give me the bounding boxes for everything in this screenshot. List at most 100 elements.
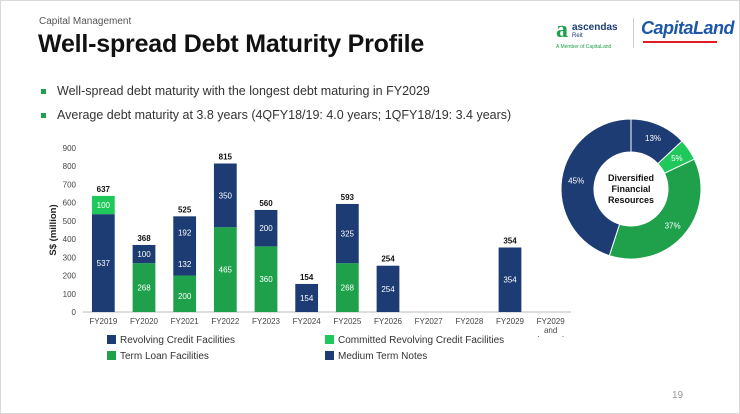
donut-center-label: Financial bbox=[611, 184, 650, 194]
bar-segment bbox=[254, 209, 278, 247]
x-tick-label: FY2028 bbox=[455, 317, 484, 326]
bullet-list: Well-spread debt maturity with the longe… bbox=[41, 81, 561, 129]
bar-segment bbox=[173, 275, 197, 312]
bar-total-label: 154 bbox=[300, 273, 314, 282]
y-tick-label: 0 bbox=[72, 308, 77, 317]
donut-center-label: Resources bbox=[608, 195, 654, 205]
donut-slice-label: 45% bbox=[568, 176, 584, 185]
legend-label: Revolving Credit Facilities bbox=[120, 335, 236, 346]
y-tick-label: 800 bbox=[63, 162, 77, 171]
legend-item-revolving: Revolving Credit Facilities bbox=[107, 335, 235, 346]
capitaland-logo: CapitaLand bbox=[641, 18, 735, 38]
section-subtitle: Capital Management bbox=[39, 16, 132, 27]
donut-slice-label: 5% bbox=[671, 154, 683, 163]
segment-label: 200 bbox=[259, 224, 273, 233]
legend-item-committed-revolving: Committed Revolving Credit Facilities bbox=[325, 335, 504, 346]
x-tick-label: FY2019 bbox=[89, 317, 118, 326]
donut-slice-label: 13% bbox=[645, 134, 661, 143]
bar-segment bbox=[132, 244, 156, 264]
segment-label: 360 bbox=[259, 275, 273, 284]
legend-label: Medium Term Notes bbox=[338, 351, 428, 362]
bullet-text: Well-spread debt maturity with the longe… bbox=[57, 84, 430, 98]
capitaland-underline bbox=[643, 41, 717, 43]
x-tick-label: FY2023 bbox=[252, 317, 281, 326]
y-tick-label: 700 bbox=[63, 180, 77, 189]
segment-label: 154 bbox=[300, 294, 314, 303]
x-tick-label: FY2027 bbox=[415, 317, 444, 326]
bullet-marker-icon bbox=[41, 89, 46, 94]
x-tick-label: FY2020 bbox=[130, 317, 159, 326]
bar-total-label: 593 bbox=[341, 193, 355, 202]
ascendas-name: ascendas bbox=[572, 22, 618, 33]
bullet-item: Well-spread debt maturity with the longe… bbox=[41, 81, 561, 102]
segment-label: 465 bbox=[219, 266, 233, 275]
legend-swatch bbox=[107, 335, 116, 344]
bar-total-label: 560 bbox=[259, 199, 273, 208]
bar-total-label: 354 bbox=[503, 236, 517, 245]
bar-segment bbox=[254, 246, 278, 312]
legend-swatch bbox=[325, 335, 334, 344]
page-number: 19 bbox=[672, 390, 684, 401]
bar-segment bbox=[213, 227, 237, 312]
segment-label: 100 bbox=[97, 201, 111, 210]
bullet-item: Average debt maturity at 3.8 years (4QFY… bbox=[41, 105, 561, 126]
bar-total-label: 368 bbox=[137, 234, 151, 243]
x-tick-label: FY2024 bbox=[293, 317, 322, 326]
x-tick-label: FY2029 bbox=[537, 317, 566, 326]
x-tick-label: and bbox=[544, 326, 557, 335]
ascendas-reit: Reit bbox=[572, 33, 583, 39]
bar-total-label: 637 bbox=[97, 185, 111, 194]
bar-segment bbox=[173, 216, 197, 276]
legend-label: Term Loan Facilities bbox=[120, 351, 209, 362]
bar-total-label: 815 bbox=[219, 152, 233, 161]
bar-total-label: 254 bbox=[381, 255, 395, 264]
segment-label: 268 bbox=[137, 284, 151, 293]
legend-swatch bbox=[325, 351, 334, 360]
legend-item-medium-term-notes: Medium Term Notes bbox=[325, 351, 427, 362]
bar-segment bbox=[132, 263, 156, 312]
segment-label: 132 bbox=[178, 260, 192, 269]
y-tick-label: 300 bbox=[63, 253, 77, 262]
segment-label: 350 bbox=[219, 191, 233, 200]
ascendas-sub: A Member of CapitaLand bbox=[556, 44, 612, 50]
segment-label: 200 bbox=[178, 292, 192, 301]
donut-slice bbox=[560, 118, 632, 257]
x-tick-label: FY2029 bbox=[496, 317, 525, 326]
segment-label: 192 bbox=[178, 228, 192, 237]
bullet-text: Average debt maturity at 3.8 years (4QFY… bbox=[57, 108, 512, 122]
segment-label: 325 bbox=[341, 230, 355, 239]
x-tick-label: FY2026 bbox=[374, 317, 403, 326]
logo-divider bbox=[633, 18, 634, 48]
donut-slice-label: 37% bbox=[665, 222, 681, 231]
bar-total-label: 525 bbox=[178, 205, 192, 214]
legend-label: Committed Revolving Credit Facilities bbox=[338, 335, 505, 346]
segment-label: 254 bbox=[381, 285, 395, 294]
bar-segment bbox=[335, 203, 359, 264]
bullet-marker-icon bbox=[41, 113, 46, 118]
y-tick-label: 200 bbox=[63, 272, 77, 281]
x-tick-label: beyond bbox=[538, 335, 564, 337]
bar-segment bbox=[295, 283, 319, 312]
bar-segment bbox=[91, 195, 115, 215]
x-tick-label: FY2025 bbox=[333, 317, 362, 326]
debt-maturity-bar-chart: S$ (million) 0 100 200 300 400 500 600 700 800 900… bbox=[48, 144, 571, 337]
segment-label: 268 bbox=[341, 284, 355, 293]
y-tick-label: 900 bbox=[63, 144, 77, 153]
segment-label: 537 bbox=[97, 259, 111, 268]
y-tick-label: 100 bbox=[63, 290, 77, 299]
segment-label: 354 bbox=[503, 276, 517, 285]
y-tick-label: 400 bbox=[63, 235, 77, 244]
donut-slice bbox=[608, 158, 702, 260]
bar-segment bbox=[91, 214, 115, 312]
x-tick-label: FY2021 bbox=[171, 317, 200, 326]
bar-segment bbox=[376, 265, 400, 312]
legend-swatch bbox=[107, 351, 116, 360]
bar-segment bbox=[213, 163, 237, 228]
bar-segment bbox=[335, 263, 359, 312]
y-tick-label: 500 bbox=[63, 217, 77, 226]
legend-item-term-loan: Term Loan Facilities bbox=[107, 351, 209, 362]
donut-center-label: Diversified bbox=[608, 173, 654, 183]
bar-segment bbox=[498, 247, 522, 312]
